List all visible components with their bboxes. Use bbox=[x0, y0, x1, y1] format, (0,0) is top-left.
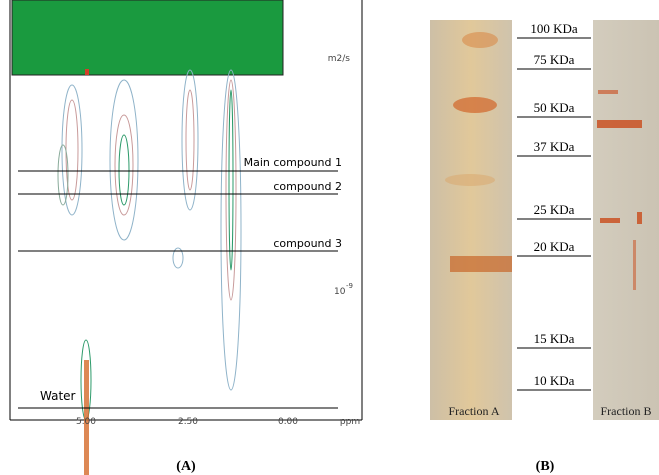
green-box bbox=[11, 0, 284, 76]
marker-label: 75 KDa bbox=[534, 52, 575, 67]
caption: (A) bbox=[176, 459, 196, 474]
marker-label: 37 KDa bbox=[534, 139, 575, 154]
marker-label: 15 KDa bbox=[534, 331, 575, 346]
x-tick-label: 5.00 bbox=[76, 417, 96, 427]
contours bbox=[57, 69, 242, 421]
marker-label: 50 KDa bbox=[534, 100, 575, 115]
panel-b: 100 KDa 75 KDa 50 KDa 37 KDa 25 KDa 20 KDa 15 … bbox=[430, 20, 659, 474]
marker-label: 10 KDa bbox=[534, 373, 575, 388]
gel-lane bbox=[430, 20, 512, 420]
marker-label: 20 KDa bbox=[534, 239, 575, 254]
lane-label: Fraction B bbox=[601, 404, 652, 418]
exponent: -9 bbox=[346, 282, 353, 290]
panel-a: m2/s Main compound 1 compound 2 compound… bbox=[9, 0, 363, 475]
line-label: compound 3 bbox=[273, 237, 342, 250]
line-label: compound 2 bbox=[273, 180, 342, 193]
x-tick-label: 0.00 bbox=[278, 417, 298, 427]
unit-label: m2/s bbox=[328, 54, 351, 64]
line-label: Water bbox=[40, 389, 76, 403]
x-tick-label: 2.50 bbox=[178, 417, 198, 427]
line-label: Main compound 1 bbox=[244, 156, 342, 169]
lane-label: Fraction A bbox=[449, 404, 500, 418]
markers: 100 KDa 75 KDa 50 KDa 37 KDa 25 KDa 20 KDa 15 … bbox=[517, 21, 591, 391]
x-unit: ppm bbox=[340, 417, 360, 427]
caption: (B) bbox=[536, 459, 555, 474]
marker-label: 25 KDa bbox=[534, 202, 575, 217]
marker-label: 100 KDa bbox=[530, 21, 578, 36]
exponent-base: 10 bbox=[334, 287, 346, 297]
